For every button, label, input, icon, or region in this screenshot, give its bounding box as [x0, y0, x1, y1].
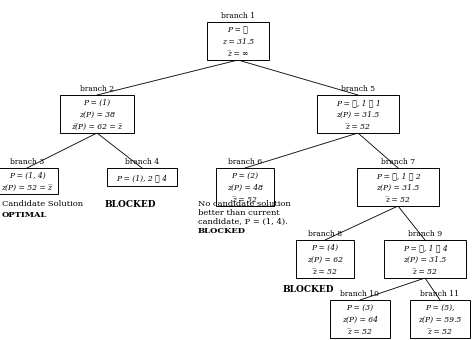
- FancyBboxPatch shape: [296, 240, 354, 278]
- Text: P = ∅: P = ∅: [228, 26, 248, 34]
- Text: z(P) = 64: z(P) = 64: [342, 316, 378, 324]
- Text: P = (5),: P = (5),: [425, 304, 455, 312]
- Text: z̅ = 52: z̅ = 52: [413, 268, 437, 276]
- Text: branch 11: branch 11: [420, 290, 459, 298]
- Text: branch 9: branch 9: [408, 230, 442, 238]
- Text: branch 4: branch 4: [125, 158, 159, 166]
- Text: P = (1): P = (1): [83, 99, 110, 107]
- FancyBboxPatch shape: [60, 95, 134, 133]
- Text: P = (2): P = (2): [231, 172, 258, 180]
- Text: branch 8: branch 8: [308, 230, 342, 238]
- Text: z̅ = 52: z̅ = 52: [313, 268, 337, 276]
- Text: BLOCKED: BLOCKED: [198, 227, 246, 235]
- Text: OPTIMAL: OPTIMAL: [2, 211, 48, 219]
- Text: z̅ = 52: z̅ = 52: [427, 328, 452, 336]
- Text: branch 7: branch 7: [381, 158, 415, 166]
- Text: z(P) = 38: z(P) = 38: [79, 111, 115, 119]
- Text: P = (4): P = (4): [311, 244, 338, 252]
- Text: BLOCKED: BLOCKED: [282, 285, 334, 294]
- FancyBboxPatch shape: [317, 95, 399, 133]
- Text: BLOCKED: BLOCKED: [104, 200, 156, 209]
- Text: z̅ = 52: z̅ = 52: [346, 123, 370, 131]
- Text: z̅ = 52: z̅ = 52: [233, 196, 258, 204]
- Text: z(P) = 31.5: z(P) = 31.5: [337, 111, 380, 119]
- Text: z̅ = ∞: z̅ = ∞: [227, 50, 249, 58]
- Text: branch 3: branch 3: [10, 158, 44, 166]
- FancyBboxPatch shape: [216, 168, 274, 206]
- FancyBboxPatch shape: [207, 22, 269, 60]
- FancyBboxPatch shape: [330, 300, 390, 338]
- Text: candidate, P = (1, 4).: candidate, P = (1, 4).: [198, 218, 288, 226]
- FancyBboxPatch shape: [410, 300, 470, 338]
- FancyBboxPatch shape: [357, 168, 439, 206]
- Text: better than current: better than current: [198, 209, 280, 217]
- FancyBboxPatch shape: [0, 168, 58, 194]
- Text: branch 6: branch 6: [228, 158, 262, 166]
- Text: z(P) = 48: z(P) = 48: [227, 184, 263, 192]
- Text: branch 5: branch 5: [341, 85, 375, 93]
- Text: Candidate Solution: Candidate Solution: [2, 200, 83, 208]
- Text: z(P) = 52 = z̅: z(P) = 52 = z̅: [1, 184, 52, 192]
- Text: P = ∅, 1 ✕ 1: P = ∅, 1 ✕ 1: [336, 99, 380, 107]
- Text: P = (1), 2 ✕ 4: P = (1), 2 ✕ 4: [117, 174, 168, 182]
- FancyBboxPatch shape: [107, 168, 177, 186]
- Text: branch 1: branch 1: [221, 12, 255, 20]
- Text: z(P) = 59.5: z(P) = 59.5: [418, 316, 462, 324]
- Text: branch 10: branch 10: [340, 290, 379, 298]
- Text: z(̅P) = 62 = z̅: z(̅P) = 62 = z̅: [71, 123, 122, 131]
- Text: z(P) = 31.5: z(P) = 31.5: [377, 184, 420, 192]
- Text: No candidate solution: No candidate solution: [198, 200, 291, 208]
- Text: z̅ = 52: z̅ = 52: [386, 196, 410, 204]
- Text: z̅ = 52: z̅ = 52: [347, 328, 372, 336]
- Text: P = (1, 4): P = (1, 4): [9, 172, 45, 180]
- FancyBboxPatch shape: [384, 240, 466, 278]
- Text: P = ∅, 1 ✕ 4: P = ∅, 1 ✕ 4: [403, 244, 447, 252]
- Text: z = 31.5: z = 31.5: [222, 38, 254, 46]
- Text: P = (3): P = (3): [347, 304, 374, 312]
- Text: P = ∅, 1 ✕ 2: P = ∅, 1 ✕ 2: [376, 172, 420, 180]
- Text: branch 2: branch 2: [80, 85, 114, 93]
- Text: z(P) = 31.5: z(P) = 31.5: [403, 256, 446, 264]
- Text: z(P) = 62: z(P) = 62: [307, 256, 343, 264]
